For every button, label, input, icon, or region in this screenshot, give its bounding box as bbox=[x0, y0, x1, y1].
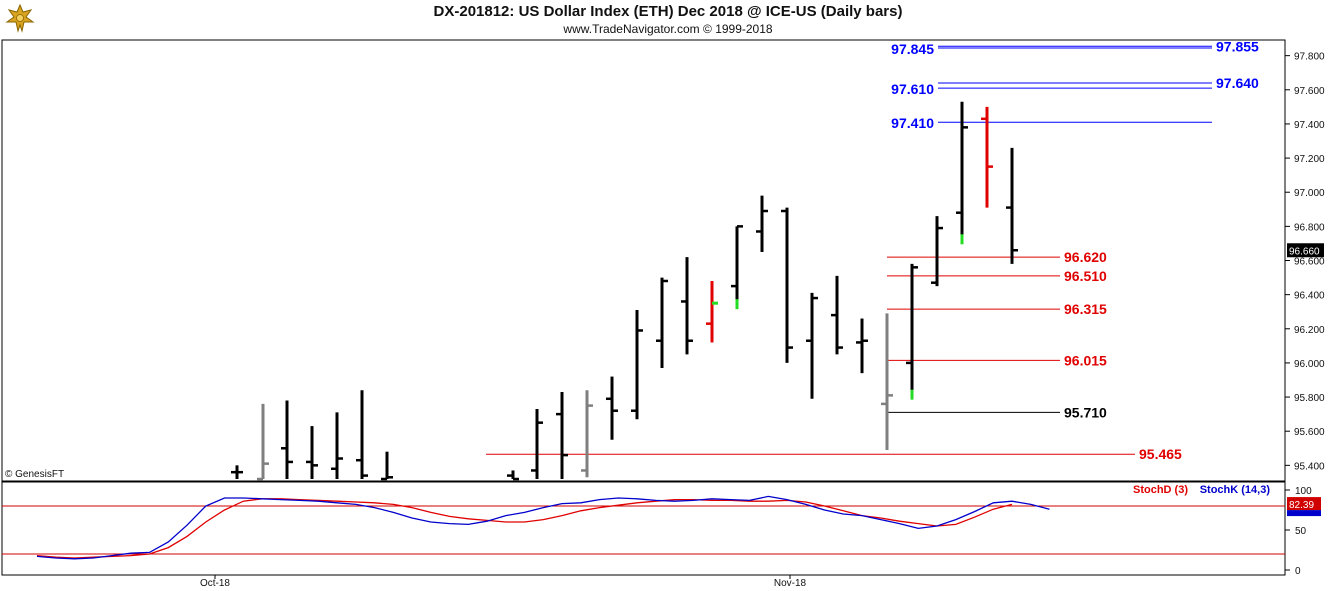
price-level-label: 96.620 bbox=[1064, 249, 1107, 265]
stoch-panel-border bbox=[1, 481, 1286, 576]
stochk-line bbox=[36, 495, 1050, 560]
stoch-axis-label: 0 bbox=[1295, 566, 1301, 577]
price-axis-label: 96.200 bbox=[1294, 325, 1325, 336]
price-level-label: 97.610 bbox=[891, 81, 934, 97]
price-axis: 95.400 95.600 95.800 96.000 96.200 96.400 96.6… bbox=[1285, 52, 1325, 472]
gold-eagle-logo-icon bbox=[5, 3, 35, 33]
price-axis-label: 97.400 bbox=[1294, 120, 1325, 131]
stochk-value-box bbox=[1287, 510, 1321, 517]
stochk-legend: StochK (14,3) bbox=[1200, 484, 1271, 496]
price-axis-label: 96.600 bbox=[1294, 257, 1325, 268]
chart-header: DX-201812: US Dollar Index (ETH) Dec 201… bbox=[0, 0, 1336, 40]
price-axis-label: 97.000 bbox=[1294, 188, 1325, 199]
price-axis-label: 96.800 bbox=[1294, 222, 1325, 233]
price-level-label: 95.465 bbox=[1139, 446, 1182, 462]
price-level-label: 96.510 bbox=[1064, 268, 1107, 284]
stoch-axis-label: 100 bbox=[1295, 486, 1312, 497]
price-level-label: 96.315 bbox=[1064, 301, 1107, 317]
stoch-axis-label: 50 bbox=[1295, 526, 1307, 537]
price-bars bbox=[231, 101, 1018, 481]
price-axis-label: 97.600 bbox=[1294, 86, 1325, 97]
price-axis-label: 96.400 bbox=[1294, 291, 1325, 302]
stoch-value-label: 82.39 bbox=[1289, 500, 1314, 511]
chart-subtitle: www.TradeNavigator.com © 1999-2018 bbox=[563, 22, 773, 36]
price-axis-label: 97.800 bbox=[1294, 52, 1325, 63]
price-level-label: 96.015 bbox=[1064, 352, 1107, 368]
stochd-line bbox=[36, 498, 1013, 559]
price-level-label: 97.855 bbox=[1216, 38, 1259, 54]
last-price-box bbox=[1287, 243, 1324, 258]
x-axis-label: Nov-18 bbox=[774, 578, 807, 589]
copyright-label: © GenesisFT bbox=[5, 469, 65, 480]
price-level-label: 97.410 bbox=[891, 115, 934, 131]
last-price-label: 96.660 bbox=[1289, 246, 1320, 257]
price-level-label: 95.710 bbox=[1064, 404, 1107, 420]
stoch-value-box bbox=[1287, 497, 1321, 511]
chart-title: DX-201812: US Dollar Index (ETH) Dec 201… bbox=[433, 3, 903, 20]
price-axis-label: 96.000 bbox=[1294, 359, 1325, 370]
price-axis-label: 97.200 bbox=[1294, 154, 1325, 165]
price-level-label: 97.640 bbox=[1216, 75, 1259, 91]
price-axis-label: 95.400 bbox=[1294, 461, 1325, 472]
price-axis-label: 95.600 bbox=[1294, 427, 1325, 438]
stochd-legend: StochD (3) bbox=[1133, 484, 1188, 496]
stochastic-panel: 0 50 100 82.39 StochD (3) StochK (14,3) Oct-18… bbox=[2, 484, 1321, 589]
x-axis-label: Oct-18 bbox=[200, 578, 230, 589]
price-levels: 97.855 97.845 97.640 97.610 97.410 96.620 96.5… bbox=[486, 38, 1259, 462]
price-level-label: 97.845 bbox=[891, 41, 934, 57]
price-axis-label: 95.800 bbox=[1294, 393, 1325, 404]
